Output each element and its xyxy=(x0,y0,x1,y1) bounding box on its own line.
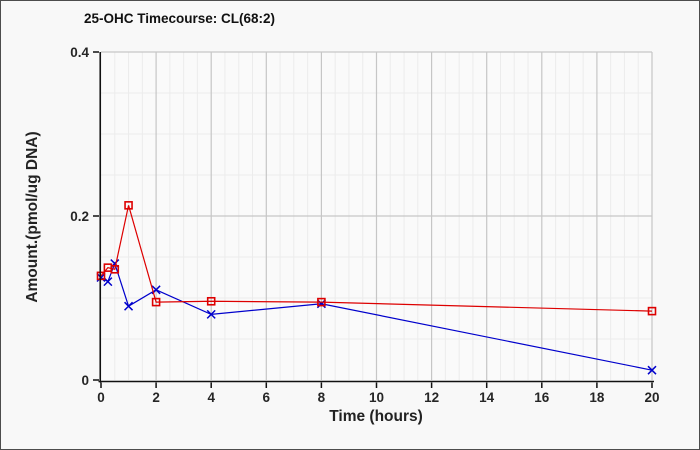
x-tick-label: 10 xyxy=(369,390,384,405)
marker-x xyxy=(103,277,113,287)
chart-title: 25-OHC Timecourse: CL(68:2) xyxy=(84,11,276,26)
marker-square xyxy=(647,306,657,316)
marker-square xyxy=(206,296,216,306)
x-tick-label: 12 xyxy=(424,390,439,405)
marker-square xyxy=(110,264,120,274)
marker-x xyxy=(124,301,134,311)
x-tick-label: 8 xyxy=(318,390,326,405)
y-tick-label: 0.2 xyxy=(70,209,89,224)
x-tick-label: 16 xyxy=(534,390,550,405)
x-tick-label: 18 xyxy=(589,390,605,405)
x-tick-label: 2 xyxy=(152,390,160,405)
x-tick-label: 14 xyxy=(479,390,495,405)
series-line-red-open-squares xyxy=(100,205,653,312)
marker-square xyxy=(124,201,133,210)
x-tick-label: 20 xyxy=(644,390,659,405)
marker-x xyxy=(206,309,216,319)
x-tick-label: 0 xyxy=(97,390,105,405)
x-tick-label: 6 xyxy=(263,390,271,405)
x-tick-label: 4 xyxy=(207,390,215,405)
x-axis-label: Time (hours) xyxy=(329,408,423,425)
y-tick-label: 0.4 xyxy=(70,45,89,60)
series-line-blue-x-crosses xyxy=(100,261,653,371)
marker-square xyxy=(317,297,326,307)
marker-x xyxy=(647,365,657,375)
y-tick-label: 0 xyxy=(81,373,89,388)
marker-square xyxy=(151,297,161,307)
marker-x xyxy=(316,299,326,309)
